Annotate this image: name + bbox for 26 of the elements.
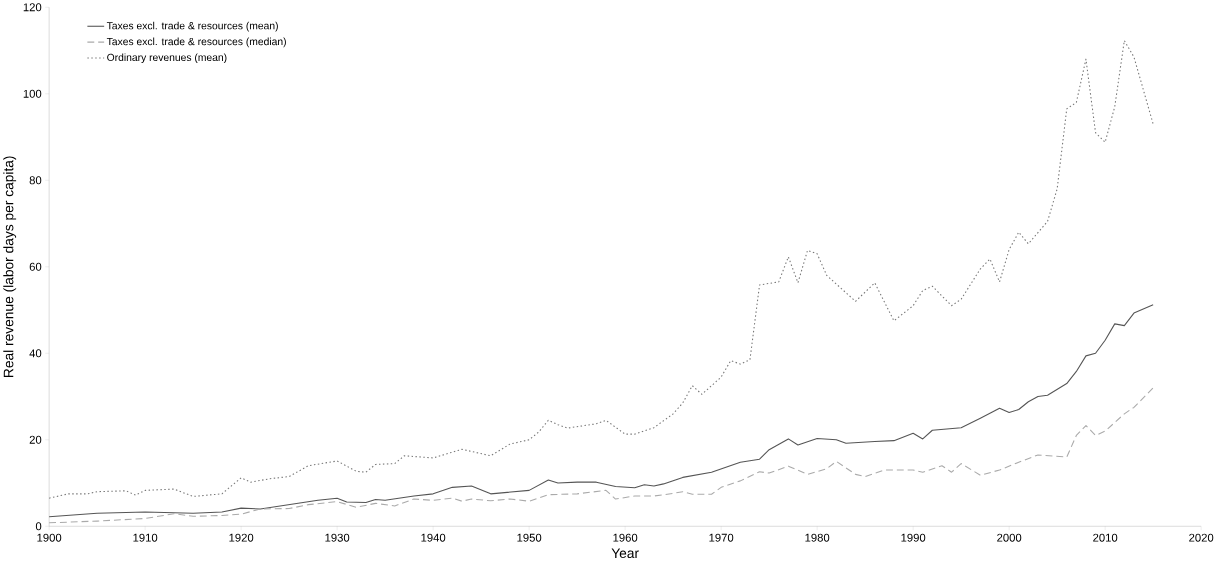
y-tick-label: 100 [23, 89, 42, 98]
y-axis-title: Real revenue (labor days per capita) [3, 156, 17, 377]
x-tick-label: 1900 [37, 533, 62, 542]
legend-label: Taxes excl. trade & resources (mean) [106, 21, 278, 32]
legend-label: Taxes excl. trade & resources (median) [106, 37, 286, 48]
y-tick-label: 0 [35, 522, 42, 531]
x-tick-label: 1910 [133, 533, 158, 542]
x-tick-label: 1930 [325, 533, 350, 542]
y-tick-label: 60 [29, 262, 42, 271]
x-tick-label: 2010 [1093, 533, 1118, 542]
legend-label: Ordinary revenues (mean) [107, 53, 227, 63]
x-tick-label: 1980 [805, 533, 830, 542]
line-series [48, 39, 1154, 499]
y-tick-label: 120 [23, 3, 42, 12]
x-tick-label: 1950 [517, 533, 542, 542]
x-tick-label: 1970 [709, 533, 734, 542]
x-axis-title: Year [611, 548, 639, 558]
x-tick-label: 1940 [421, 533, 446, 542]
x-tick-label: 2000 [997, 533, 1022, 542]
y-tick-label: 40 [29, 349, 42, 358]
y-tick-label: 20 [29, 435, 42, 444]
x-tick-label: 2020 [1189, 533, 1214, 542]
x-tick-label: 1920 [229, 533, 254, 542]
x-tick-label: 1990 [901, 533, 926, 542]
y-tick-label: 80 [29, 176, 42, 185]
x-tick-label: 1960 [613, 533, 638, 542]
